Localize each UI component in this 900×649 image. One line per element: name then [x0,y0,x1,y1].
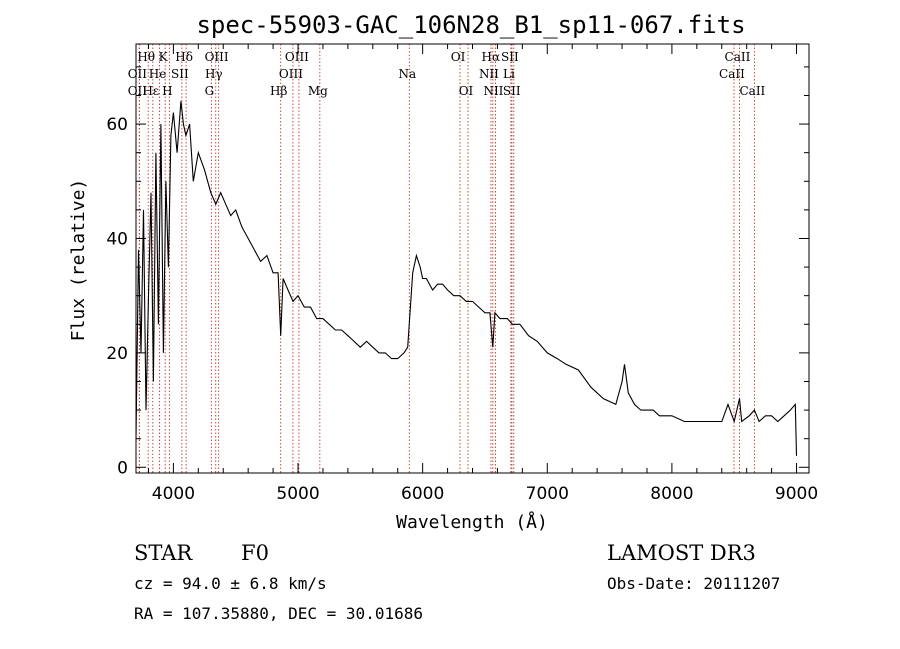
spectral-line-label: SII [503,84,521,98]
spectral-line-label: Hθ [137,50,155,64]
spectral-line-label: OII [128,67,148,81]
spectral-line-label: Hα [482,50,501,64]
x-tick-label: 6000 [401,484,444,504]
spectral-line-label: CaII [719,67,745,81]
object-class: STAR [134,541,193,565]
spectrum-line [135,101,798,456]
x-axis-label: Wavelength (Å) [396,511,548,533]
x-tick-label: 8000 [650,484,693,504]
spectral-line-label: K [159,50,169,64]
spectral-line-label: He [149,67,167,81]
observation-date: Obs-Date: 20111207 [607,574,780,593]
x-tick-label: 7000 [526,484,569,504]
spectral-line-label: Li [503,67,515,81]
redshift-cz: cz = 94.0 ± 6.8 km/s [134,574,327,593]
y-tick-label: 40 [106,229,128,249]
spectral-line-label: Hβ [270,84,287,98]
spectral-line-label: SII [171,67,189,81]
spectral-line-label: G [205,84,215,98]
x-axis: 4000 5000 6000 7000 8000 9000 [147,44,818,504]
y-tick-label: 20 [106,344,128,364]
spectral-line-label: Hε [142,84,159,98]
x-tick-label: 5000 [276,484,319,504]
spectral-line-label: OI [459,84,474,98]
y-tick-label: 60 [106,115,128,135]
spectral-subclass: F0 [241,541,269,565]
x-tick-label: 9000 [775,484,818,504]
y-axis-label: Flux (relative) [68,179,89,342]
spectral-line-label: CaII [725,50,751,64]
spectral-line-label: Hγ [205,67,223,81]
x-tick-label: 4000 [152,484,195,504]
spectral-line-label: OIII [285,50,309,64]
spectral-line-label: Na [398,67,416,81]
spectral-line-label: OII [128,84,148,98]
spectral-line-label: OI [451,50,466,64]
coordinates: RA = 107.35880, DEC = 30.01686 [134,604,423,623]
spectral-line-label: Mg [308,84,328,98]
plot-frame [135,43,810,474]
y-axis: 0 20 40 60 [106,66,809,478]
y-tick-label: 0 [117,458,128,478]
spectral-line-label: OIII [279,67,303,81]
spectral-line-label: NII [483,84,503,98]
spectral-line-label: CaII [739,84,765,98]
spectral-line-label: NII [479,67,499,81]
survey-name: LAMOST DR3 [607,541,756,565]
spectral-line-markers [138,44,755,473]
spectral-line-label: Hδ [175,50,193,64]
spectral-line-label: H [162,84,172,98]
spectral-line-label: SII [501,50,519,64]
chart-title: spec-55903-GAC_106N28_B1_sp11-067.fits [196,11,745,39]
spectral-line-label: OIII [205,50,229,64]
